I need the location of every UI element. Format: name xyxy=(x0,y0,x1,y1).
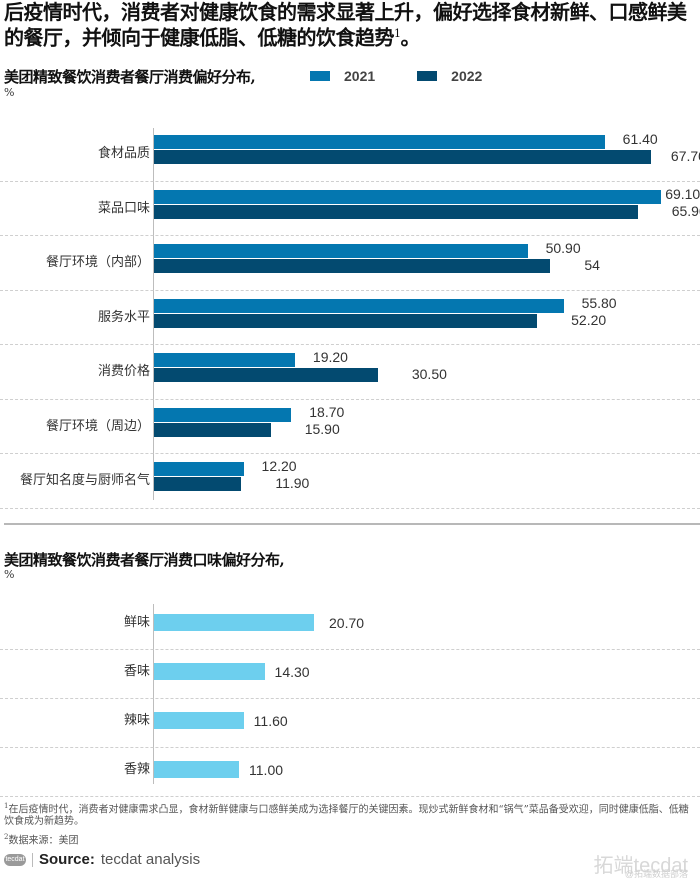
value-label-2021: 18.70 xyxy=(309,403,345,420)
watermark: 拓端tecdat @拓端数据部落 xyxy=(593,849,688,879)
value-label-2022: 54 xyxy=(584,257,600,273)
source-text: tecdat analysis xyxy=(100,851,201,868)
value-label-2022: 11.90 xyxy=(275,475,310,491)
bar-2022 xyxy=(154,204,638,219)
bar-taste xyxy=(154,761,240,778)
chart2-unit: % xyxy=(4,568,15,581)
value-label-2021: 19.20 xyxy=(312,349,348,365)
bar-2021 xyxy=(154,462,244,476)
value-label-2022: 52.20 xyxy=(571,311,607,328)
category-label: 鲜味 xyxy=(123,615,150,630)
legend-swatch-2021 xyxy=(310,71,330,81)
row-separator xyxy=(0,180,700,182)
row-separator xyxy=(0,796,700,797)
category-label: 辣味 xyxy=(123,713,150,728)
footnote-2: 2数据来源：美团 xyxy=(4,831,694,847)
chart1-axis xyxy=(153,128,154,500)
watermark-sub: @拓端数据部落 xyxy=(624,869,688,879)
legend-item-2021: 2021 xyxy=(310,68,375,84)
chart1-title: 美团精致餐饮消费者餐厅消费偏好分布, xyxy=(4,68,256,86)
chart1-unit: % xyxy=(4,86,15,99)
bar-2022 xyxy=(154,477,242,491)
bar-2021 xyxy=(154,135,605,149)
legend-label-2022: 2022 xyxy=(451,68,483,84)
value-label-2022: 65.90 xyxy=(671,202,700,219)
legend-swatch-2022 xyxy=(417,71,438,81)
row-separator xyxy=(0,453,700,454)
value-label: 20.70 xyxy=(329,615,365,631)
bar-2021 xyxy=(154,353,295,367)
value-label-2021: 61.40 xyxy=(622,131,658,147)
value-label-2021: 50.90 xyxy=(545,240,581,256)
source-divider xyxy=(32,852,33,867)
bar-2021 xyxy=(154,298,564,313)
footnote-2-text: 数据来源：美团 xyxy=(8,835,79,847)
headline: 后疫情时代，消费者对健康饮食的需求显著上升，偏好选择食材新鲜、口感鲜美的餐厅，并… xyxy=(4,2,694,49)
bar-2022 xyxy=(154,150,651,164)
tecdat-logo-icon: tecdat xyxy=(4,853,26,866)
footnote-1: 1在后疫情时代，消费者对健康需求凸显，食材新鲜健康与口感鲜美成为选择餐厅的关键因… xyxy=(4,800,694,828)
bar-taste xyxy=(154,663,265,680)
row-separator xyxy=(0,289,700,291)
bar-2022 xyxy=(154,313,538,328)
bar-taste xyxy=(154,712,244,729)
category-label: 服务水平 xyxy=(97,309,150,325)
footnote-marker: 1 xyxy=(394,27,401,40)
bar-taste xyxy=(154,614,314,631)
value-label-2022: 15.90 xyxy=(304,420,340,437)
row-separator xyxy=(0,649,700,650)
footnote-1-text: 在后疫情时代，消费者对健康需求凸显，食材新鲜健康与口感鲜美成为选择餐厅的关键因素… xyxy=(4,804,689,828)
value-label-2021: 55.80 xyxy=(581,294,617,311)
value-label-2021: 12.20 xyxy=(261,458,297,474)
bar-2022 xyxy=(154,422,271,437)
value-label: 11.60 xyxy=(253,713,288,729)
bar-2022 xyxy=(154,368,378,382)
row-separator xyxy=(0,235,700,236)
headline-end: 。 xyxy=(400,25,421,50)
category-label: 餐厅环境（周边） xyxy=(45,418,150,434)
row-separator xyxy=(0,507,700,509)
category-label: 餐厅知名度与厨师名气 xyxy=(19,473,150,488)
category-label: 香辣 xyxy=(123,762,150,777)
row-separator xyxy=(0,344,700,345)
source-label: Source: xyxy=(39,851,95,868)
footnote-2-marker: 2 xyxy=(4,833,9,841)
row-separator xyxy=(0,747,700,748)
bar-2021 xyxy=(154,189,662,204)
value-label: 14.30 xyxy=(274,664,310,680)
chart1-legend: 2021 2022 xyxy=(310,68,482,84)
row-separator xyxy=(0,698,700,699)
category-label: 消费价格 xyxy=(97,364,150,379)
watermark-main: 拓端tecdat xyxy=(593,855,688,877)
footnote-1-marker: 1 xyxy=(4,802,9,810)
legend-item-2022: 2022 xyxy=(417,68,482,84)
headline-text: 后疫情时代，消费者对健康饮食的需求显著上升，偏好选择食材新鲜、口感鲜美的餐厅，并… xyxy=(4,0,687,50)
legend-label-2021: 2021 xyxy=(344,68,376,84)
category-label: 餐厅环境（内部） xyxy=(45,255,150,270)
bar-2021 xyxy=(154,244,528,258)
value-label-2022: 67.70 xyxy=(670,148,700,164)
source-line: tecdat Source: tecdat analysis xyxy=(4,851,200,868)
category-label: 食材品质 xyxy=(97,146,150,161)
category-label: 菜品口味 xyxy=(97,200,150,216)
chart2-title: 美团精致餐饮消费者餐厅消费口味偏好分布, xyxy=(4,551,285,569)
value-label-2022: 30.50 xyxy=(411,366,447,382)
category-label: 香味 xyxy=(123,664,150,679)
value-label: 11.00 xyxy=(249,762,284,778)
bar-2022 xyxy=(154,259,551,273)
section-divider xyxy=(4,523,700,525)
value-label-2021: 69.10 xyxy=(665,185,700,202)
row-separator xyxy=(0,398,700,400)
logo-text: tecdat xyxy=(5,856,25,863)
bar-2021 xyxy=(154,407,292,422)
chart2-axis xyxy=(153,604,154,784)
